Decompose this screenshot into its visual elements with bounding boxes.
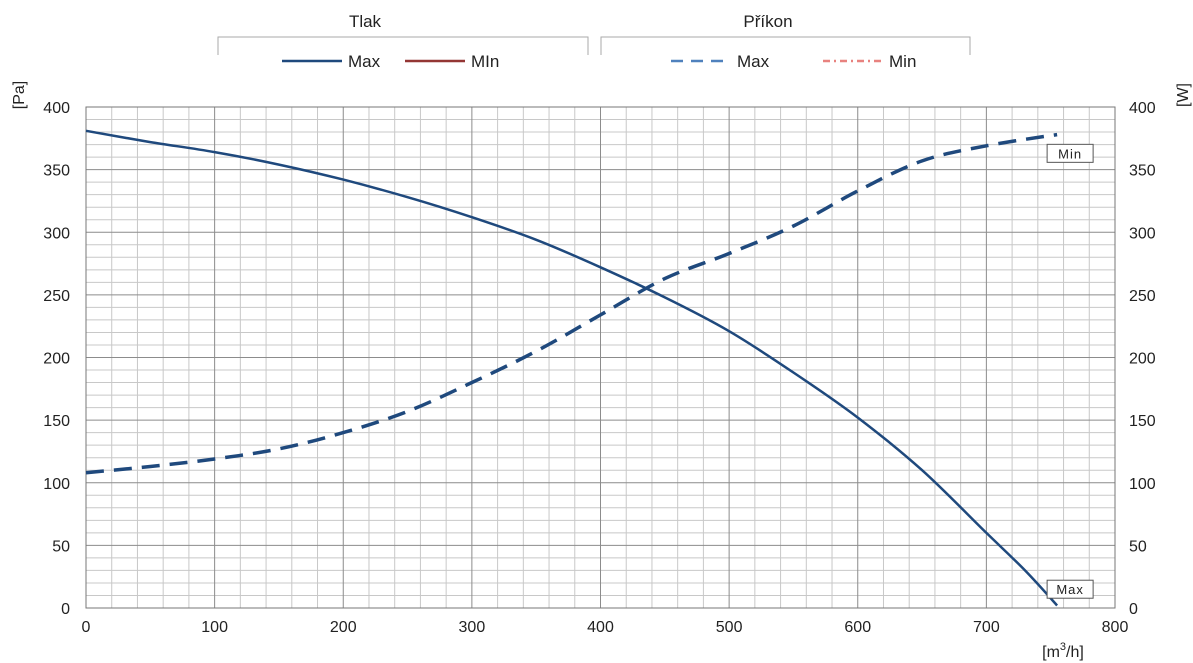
x-tick-label: 0: [82, 619, 91, 636]
x-tick-label: 600: [844, 619, 871, 636]
legend-group-bracket: [217, 36, 589, 55]
x-tick-label: 800: [1102, 619, 1129, 636]
legend-label: Max: [737, 52, 770, 71]
annotation-layer: Min Max: [1046, 143, 1094, 599]
legend-label: Max: [348, 52, 381, 71]
x-tick-label: 400: [587, 619, 614, 636]
plot-frame: [85, 106, 1116, 609]
annotation-box: [1046, 579, 1094, 599]
y-left-axis-label: [Pa]: [11, 81, 28, 109]
y-left-tick-label: 200: [43, 351, 70, 368]
y-left-tick-label: 50: [52, 538, 70, 555]
legend: Tlak Max MIn Příkon Max Min: [217, 12, 971, 71]
y-left-tick-label: 150: [43, 413, 70, 430]
y-left-tick-label: 100: [43, 476, 70, 493]
legend-group-bracket: [600, 36, 971, 55]
y-left-tick-label: 350: [43, 163, 70, 180]
legend-label: MIn: [471, 52, 499, 71]
y-left-axis-ticks: 0 50 100 150 200 250 300 350 400: [43, 100, 70, 618]
y-left-tick-label: 300: [43, 225, 70, 242]
x-axis-label-sup: 3: [1060, 641, 1066, 653]
y-right-tick-label: 400: [1129, 100, 1156, 117]
series-layer: [85, 129, 1059, 607]
y-right-tick-label: 100: [1129, 476, 1156, 493]
y-left-tick-label: 0: [61, 601, 70, 618]
x-axis-ticks: 0 100 200 300 400 500 600 700 800: [82, 619, 1129, 636]
x-tick-label: 100: [201, 619, 228, 636]
x-axis-label: [m3/h]: [1042, 641, 1084, 661]
legend-group-title: Tlak: [349, 12, 382, 31]
power-max-line: [85, 132, 1058, 475]
y-right-axis-ticks: 0 50 100 150 200 250 300 350 400: [1129, 100, 1156, 618]
annotation-label: Min: [1058, 146, 1082, 161]
x-tick-label: 300: [459, 619, 486, 636]
annotation-box: [1046, 143, 1094, 163]
y-left-tick-label: 400: [43, 100, 70, 117]
x-tick-label: 700: [973, 619, 1000, 636]
x-tick-label: 500: [716, 619, 743, 636]
x-axis-label-tail: /h]: [1066, 644, 1084, 661]
y-right-tick-label: 50: [1129, 538, 1147, 555]
x-tick-label: 200: [330, 619, 357, 636]
y-right-axis-label: [W]: [1175, 83, 1192, 107]
x-axis-label-base: [m: [1042, 644, 1060, 661]
legend-group-title: Příkon: [743, 12, 792, 31]
annotation-label: Max: [1056, 582, 1084, 597]
legend-label: Min: [889, 52, 916, 71]
y-left-tick-label: 250: [43, 288, 70, 305]
y-right-tick-label: 350: [1129, 163, 1156, 180]
y-right-tick-label: 250: [1129, 288, 1156, 305]
y-right-tick-label: 150: [1129, 413, 1156, 430]
y-right-tick-label: 0: [1129, 601, 1138, 618]
pressure-max-line: [85, 129, 1059, 607]
y-right-tick-label: 200: [1129, 351, 1156, 368]
y-right-tick-label: 300: [1129, 225, 1156, 242]
